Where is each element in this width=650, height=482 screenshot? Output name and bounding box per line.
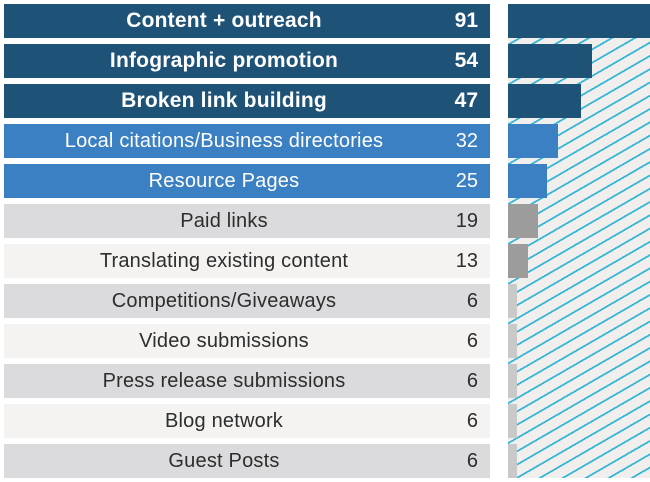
strategy-label: Paid links (180, 210, 268, 232)
bar (508, 284, 518, 318)
bar (508, 44, 593, 78)
strategy-label: Guest Posts (168, 450, 280, 472)
strategy-table: Content + outreach 91 Infographic promotio… (4, 4, 490, 482)
bar (508, 204, 538, 238)
strategy-label: Translating existing content (99, 250, 349, 272)
strategy-value: 32 (455, 130, 478, 152)
bar (508, 124, 558, 158)
strategy-value: 91 (454, 9, 478, 32)
bar (508, 324, 518, 358)
strategy-label: Competitions/Giveaways (111, 290, 337, 312)
strategy-row: Translating existing content 13 (4, 244, 490, 278)
strategy-value: 6 (466, 330, 478, 352)
strategy-row: Competitions/Giveaways 6 (4, 284, 490, 318)
strategy-value: 54 (454, 49, 478, 72)
bar (508, 164, 547, 198)
strategy-row: Video submissions 6 (4, 324, 490, 358)
strategy-value: 6 (466, 290, 478, 312)
strategy-value: 6 (466, 410, 478, 432)
strategy-label: Press release submissions (102, 370, 346, 392)
strategy-label: Local citations/Business directories (64, 130, 384, 152)
bar (508, 84, 582, 118)
strategy-row: Local citations/Business directories 32 (4, 124, 490, 158)
bar (508, 364, 518, 398)
strategy-row: Broken link building 47 (4, 84, 490, 118)
bar-chart (508, 4, 650, 478)
strategy-value: 6 (466, 450, 478, 472)
strategy-row: Paid links 19 (4, 204, 490, 238)
strategy-value: 13 (455, 250, 478, 272)
strategy-row: Blog network 6 (4, 404, 490, 438)
strategy-value: 19 (455, 210, 478, 232)
strategy-value: 6 (466, 370, 478, 392)
strategy-label: Content + outreach (126, 9, 322, 32)
strategy-row: Resource Pages 25 (4, 164, 490, 198)
strategy-row: Infographic promotion 54 (4, 44, 490, 78)
bar (508, 244, 529, 278)
strategy-row: Press release submissions 6 (4, 364, 490, 398)
strategy-label: Broken link building (121, 89, 327, 112)
strategy-row: Guest Posts 6 (4, 444, 490, 478)
bar (508, 4, 650, 38)
strategy-label: Infographic promotion (109, 49, 339, 72)
strategy-label: Video submissions (139, 330, 309, 352)
strategy-value: 25 (455, 170, 478, 192)
strategy-label: Resource Pages (148, 170, 300, 192)
bar (508, 444, 518, 478)
strategy-row: Content + outreach 91 (4, 4, 490, 38)
strategy-label: Blog network (164, 410, 283, 432)
bar (508, 404, 518, 438)
strategy-value: 47 (454, 89, 478, 112)
